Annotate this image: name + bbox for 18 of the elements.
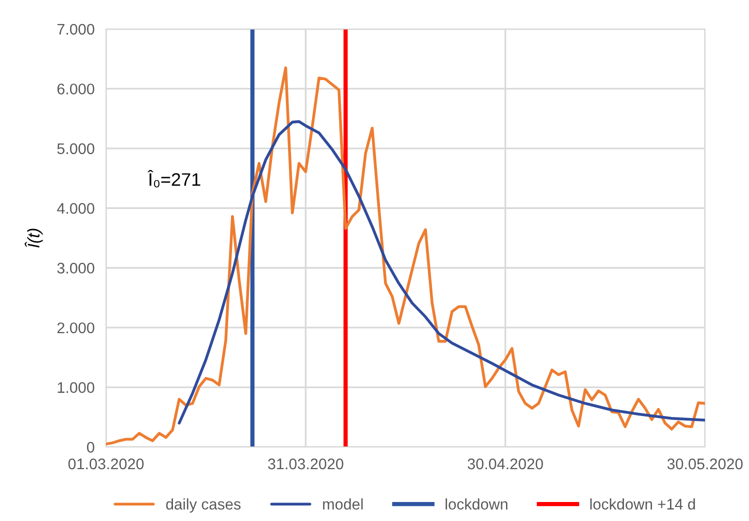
legend-label: daily cases xyxy=(166,498,241,513)
y-tick-label: 4.000 xyxy=(57,203,94,214)
legend-label: lockdown xyxy=(446,498,508,510)
y-axis-title: Î(t) xyxy=(24,228,43,248)
x-tick-label: 30.05.2020 xyxy=(667,458,743,470)
legend-label: model xyxy=(323,498,363,510)
y-tick-label: 2.000 xyxy=(57,322,94,334)
x-tick-label: 30.04.2020 xyxy=(468,458,543,470)
y-tick-label: 5.000 xyxy=(57,143,94,154)
y-tick-label: 3.000 xyxy=(57,262,94,274)
y-tick-label: 6.000 xyxy=(57,84,94,94)
legend-label: lockdown +14 d xyxy=(590,498,695,510)
x-tick-label: 01.03.2020 xyxy=(68,458,144,470)
y-tick-label: 1.000 xyxy=(58,382,94,393)
y-tick-label: 7.000 xyxy=(57,24,94,35)
y-tick-label: 0 xyxy=(86,442,94,453)
annotation: Î₀=271 xyxy=(148,170,200,188)
x-tick-label: 31.03.2020 xyxy=(268,458,344,470)
